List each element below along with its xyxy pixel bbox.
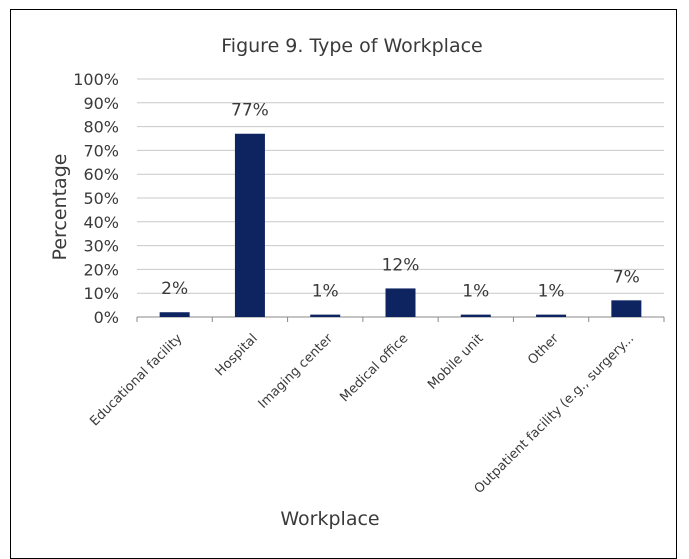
y-tick-label: 80% — [83, 118, 119, 137]
chart-frame — [10, 9, 677, 559]
data-label: 77% — [231, 101, 269, 121]
y-tick-label: 60% — [83, 165, 119, 184]
y-tick-label: 0% — [94, 308, 119, 327]
bar — [611, 300, 642, 317]
chart-title: Figure 9. Type of Workplace — [221, 35, 482, 57]
y-axis-label: Percentage — [49, 154, 71, 261]
data-label: 1% — [538, 282, 565, 302]
bar — [536, 314, 567, 317]
data-label: 1% — [462, 282, 489, 302]
x-tick-label: Hospital — [213, 331, 261, 379]
x-tick-label: Medical office — [337, 331, 411, 405]
x-tick-label: Mobile unit — [425, 331, 486, 392]
y-tick-label: 70% — [83, 141, 119, 160]
y-tick-label: 90% — [83, 94, 119, 113]
y-tick-label: 50% — [83, 189, 119, 208]
data-labels: 2% 77% 1% 12% 1% 1% 7% — [161, 101, 640, 302]
y-tick-label: 100% — [73, 70, 119, 89]
bars — [159, 133, 642, 317]
y-tick-label: 20% — [83, 260, 119, 279]
bar — [234, 133, 265, 317]
bar — [460, 314, 491, 317]
data-label: 1% — [312, 282, 339, 302]
bar — [385, 288, 416, 317]
x-tick-label: Educational facility — [87, 331, 185, 429]
y-tick-label: 40% — [83, 213, 119, 232]
data-label: 12% — [382, 255, 420, 275]
y-tick-label: 30% — [83, 237, 119, 256]
y-tick-label: 10% — [83, 284, 119, 303]
bar — [310, 314, 341, 317]
x-tick-label: Other — [525, 331, 562, 368]
y-tick-labels: 0% 10% 20% 30% 40% 50% 60% 70% 80% 90% 100% — [73, 70, 119, 327]
data-label: 7% — [613, 267, 640, 287]
x-tick-label: Outpatient facility (e.g., surgery... — [472, 331, 638, 497]
x-tick-label: Imaging center — [256, 331, 337, 412]
gridlines — [136, 78, 665, 322]
x-axis-label: Workplace — [280, 508, 379, 530]
data-label: 2% — [161, 279, 188, 299]
bar — [159, 312, 190, 317]
